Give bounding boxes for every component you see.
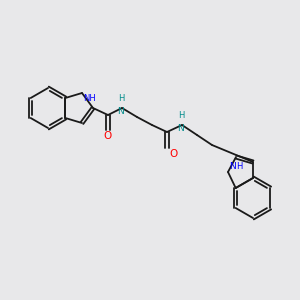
Text: NH: NH [83, 94, 96, 103]
Text: H: H [118, 94, 124, 103]
Text: O: O [104, 131, 112, 141]
Text: O: O [169, 149, 177, 159]
Text: N: N [229, 162, 236, 171]
Text: N: N [178, 124, 184, 133]
Text: H: H [236, 162, 242, 171]
Text: H: H [178, 111, 184, 120]
Text: N: N [118, 107, 124, 116]
